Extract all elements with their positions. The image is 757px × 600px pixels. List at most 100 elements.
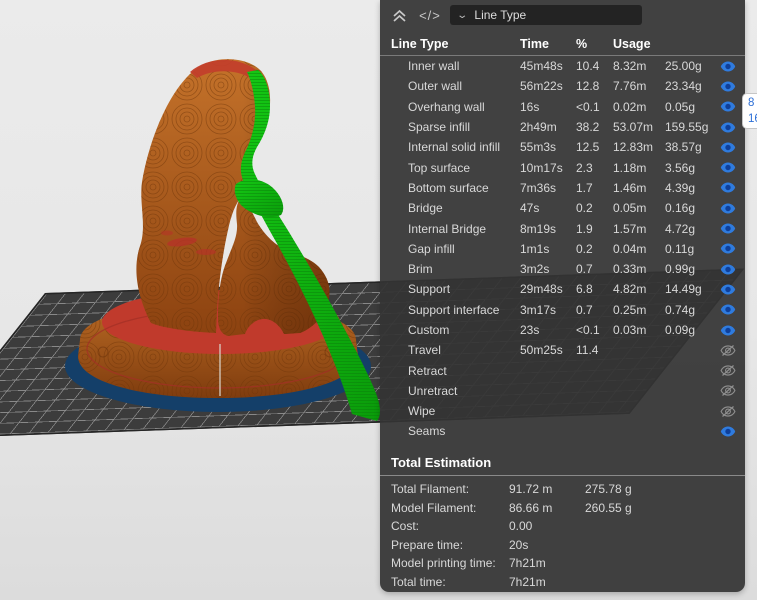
eye-icon bbox=[720, 122, 736, 133]
usage-length-value: 4.82m bbox=[613, 282, 647, 297]
collapse-panel-button[interactable] bbox=[388, 4, 410, 26]
visibility-toggle[interactable] bbox=[711, 223, 745, 234]
visibility-toggle[interactable] bbox=[711, 284, 745, 295]
layer-bottom-value: 16 bbox=[748, 113, 757, 125]
table-row: Internal Bridge 8m19s 1.9 1.57m 4.72g bbox=[380, 218, 745, 238]
percent-value: <0.1 bbox=[576, 99, 600, 114]
head-top-surface bbox=[190, 59, 256, 78]
visibility-toggle[interactable] bbox=[711, 101, 745, 112]
percent-value: 0.2 bbox=[576, 241, 593, 256]
percent-value: 0.2 bbox=[576, 201, 593, 216]
usage-length-value: 0.33m bbox=[613, 262, 647, 277]
total-row: Total time: 7h21m bbox=[380, 573, 745, 592]
eye-icon bbox=[720, 142, 736, 153]
code-icon: </> bbox=[419, 7, 441, 23]
percent-value: 2.3 bbox=[576, 160, 593, 175]
usage-weight-value: 25.00g bbox=[665, 59, 702, 74]
line-type-label: Travel bbox=[408, 343, 441, 358]
eye-icon bbox=[720, 81, 736, 92]
visibility-toggle[interactable] bbox=[711, 182, 745, 193]
eye-icon bbox=[720, 304, 736, 315]
percent-value: <0.1 bbox=[576, 323, 600, 337]
usage-weight-value: 0.09g bbox=[665, 323, 696, 337]
visibility-toggle[interactable] bbox=[711, 142, 745, 153]
total-row-value-1: 91.72 m bbox=[509, 481, 553, 496]
percent-value: 6.8 bbox=[576, 282, 593, 297]
visibility-toggle[interactable] bbox=[711, 365, 745, 377]
line-type-label: Brim bbox=[408, 262, 433, 277]
time-value: 47s bbox=[520, 201, 540, 216]
line-type-label: Seams bbox=[408, 424, 446, 439]
usage-weight-value: 4.72g bbox=[665, 221, 696, 236]
usage-length-value: 12.83m bbox=[613, 140, 654, 155]
time-value: 1m1s bbox=[520, 241, 550, 256]
percent-value: 10.4 bbox=[576, 59, 600, 74]
eye-icon bbox=[720, 243, 736, 254]
line-type-label: Inner wall bbox=[408, 59, 460, 74]
preview-toolbar: </> ⌄ Line Type bbox=[380, 0, 745, 30]
usage-length-value: 0.25m bbox=[613, 302, 647, 317]
visibility-toggle[interactable] bbox=[711, 243, 745, 254]
gcode-viewer-button[interactable]: </> bbox=[419, 4, 441, 26]
line-type-label: Internal solid infill bbox=[408, 140, 501, 155]
percent-value: 1.9 bbox=[576, 221, 593, 236]
table-row: Outer wall 56m22s 12.8 7.76m 23.34g bbox=[380, 76, 745, 96]
visibility-toggle[interactable] bbox=[711, 81, 745, 92]
eye-icon bbox=[720, 203, 736, 214]
visibility-toggle[interactable] bbox=[711, 344, 745, 356]
table-row: Bottom surface 7m36s 1.7 1.46m 4.39g bbox=[380, 178, 745, 198]
usage-length-value: 53.07m bbox=[613, 120, 654, 135]
visibility-toggle[interactable] bbox=[711, 203, 745, 214]
visibility-toggle[interactable] bbox=[711, 264, 745, 275]
visibility-toggle[interactable] bbox=[711, 162, 745, 173]
total-row-value-1: 7h21m bbox=[509, 574, 546, 589]
col-line-type: Line Type bbox=[391, 36, 449, 51]
line-type-label: Top surface bbox=[408, 160, 471, 175]
time-value: 50m25s bbox=[520, 343, 563, 358]
total-row-value-1: 0.00 bbox=[509, 519, 533, 534]
line-type-label: Internal Bridge bbox=[408, 221, 487, 236]
usage-weight-value: 4.39g bbox=[665, 180, 696, 195]
usage-length-value: 0.04m bbox=[613, 241, 647, 256]
visibility-toggle[interactable] bbox=[711, 61, 745, 72]
visibility-toggle[interactable] bbox=[711, 325, 745, 336]
usage-weight-value: 0.05g bbox=[665, 99, 696, 114]
usage-weight-value: 38.57g bbox=[665, 140, 702, 155]
line-type-label: Unretract bbox=[408, 383, 458, 398]
line-type-rows: Inner wall 45m48s 10.4 8.32m 25.00g bbox=[380, 56, 745, 442]
visibility-toggle[interactable] bbox=[711, 122, 745, 133]
line-type-label: Retract bbox=[408, 363, 447, 378]
visibility-toggle[interactable] bbox=[711, 304, 745, 315]
total-row-label: Total Filament: bbox=[391, 481, 470, 496]
time-value: 3m2s bbox=[520, 262, 550, 277]
total-row-value-2: 275.78 g bbox=[585, 481, 632, 496]
col-time: Time bbox=[520, 36, 549, 51]
line-type-label: Wipe bbox=[408, 404, 436, 419]
usage-weight-value: 14.49g bbox=[665, 282, 702, 297]
total-row-label: Model Filament: bbox=[391, 500, 477, 515]
table-row: Retract bbox=[380, 360, 745, 380]
model-sculpture bbox=[136, 59, 330, 336]
view-type-value: Line Type bbox=[474, 8, 527, 22]
usage-length-value: 7.76m bbox=[613, 79, 647, 94]
total-row-label: Cost: bbox=[391, 519, 420, 534]
layer-top-value: 8 bbox=[748, 97, 755, 109]
usage-length-value: 1.46m bbox=[613, 180, 647, 195]
line-type-label: Custom bbox=[408, 323, 450, 337]
view-type-select[interactable]: ⌄ Line Type bbox=[450, 5, 642, 25]
percent-value: 12.8 bbox=[576, 79, 600, 94]
visibility-toggle[interactable] bbox=[711, 385, 745, 397]
visibility-toggle[interactable] bbox=[711, 405, 745, 417]
eye-off-icon bbox=[720, 344, 736, 356]
usage-length-value: 1.57m bbox=[613, 221, 647, 236]
usage-weight-value: 159.55g bbox=[665, 120, 709, 135]
total-estimation-title: Total Estimation bbox=[391, 454, 492, 470]
percent-value: 1.7 bbox=[576, 180, 593, 195]
table-row: Travel 50m25s 11.4 bbox=[380, 340, 745, 360]
table-row: Support interface 3m17s 0.7 0.25m 0.74g bbox=[380, 300, 745, 320]
time-value: 45m48s bbox=[520, 59, 563, 74]
total-row-value-1: 7h21m bbox=[509, 556, 546, 571]
visibility-toggle[interactable] bbox=[711, 426, 745, 437]
eye-icon bbox=[720, 325, 736, 335]
